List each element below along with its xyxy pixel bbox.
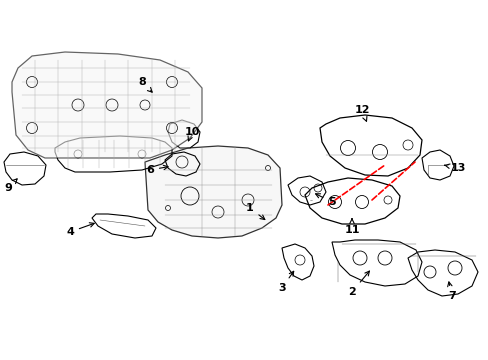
Polygon shape [12, 52, 202, 158]
Text: 6: 6 [146, 165, 168, 175]
Text: 3: 3 [278, 271, 293, 293]
Text: 7: 7 [447, 282, 455, 301]
Text: 4: 4 [66, 223, 94, 237]
Polygon shape [145, 146, 282, 238]
Text: 13: 13 [444, 163, 465, 173]
Text: 10: 10 [184, 127, 199, 141]
Text: 11: 11 [344, 219, 359, 235]
Text: 2: 2 [347, 271, 368, 297]
Text: 12: 12 [353, 105, 369, 121]
Text: 9: 9 [4, 179, 17, 193]
Text: 5: 5 [315, 194, 335, 207]
Text: 8: 8 [138, 77, 152, 92]
Text: 1: 1 [245, 203, 264, 220]
